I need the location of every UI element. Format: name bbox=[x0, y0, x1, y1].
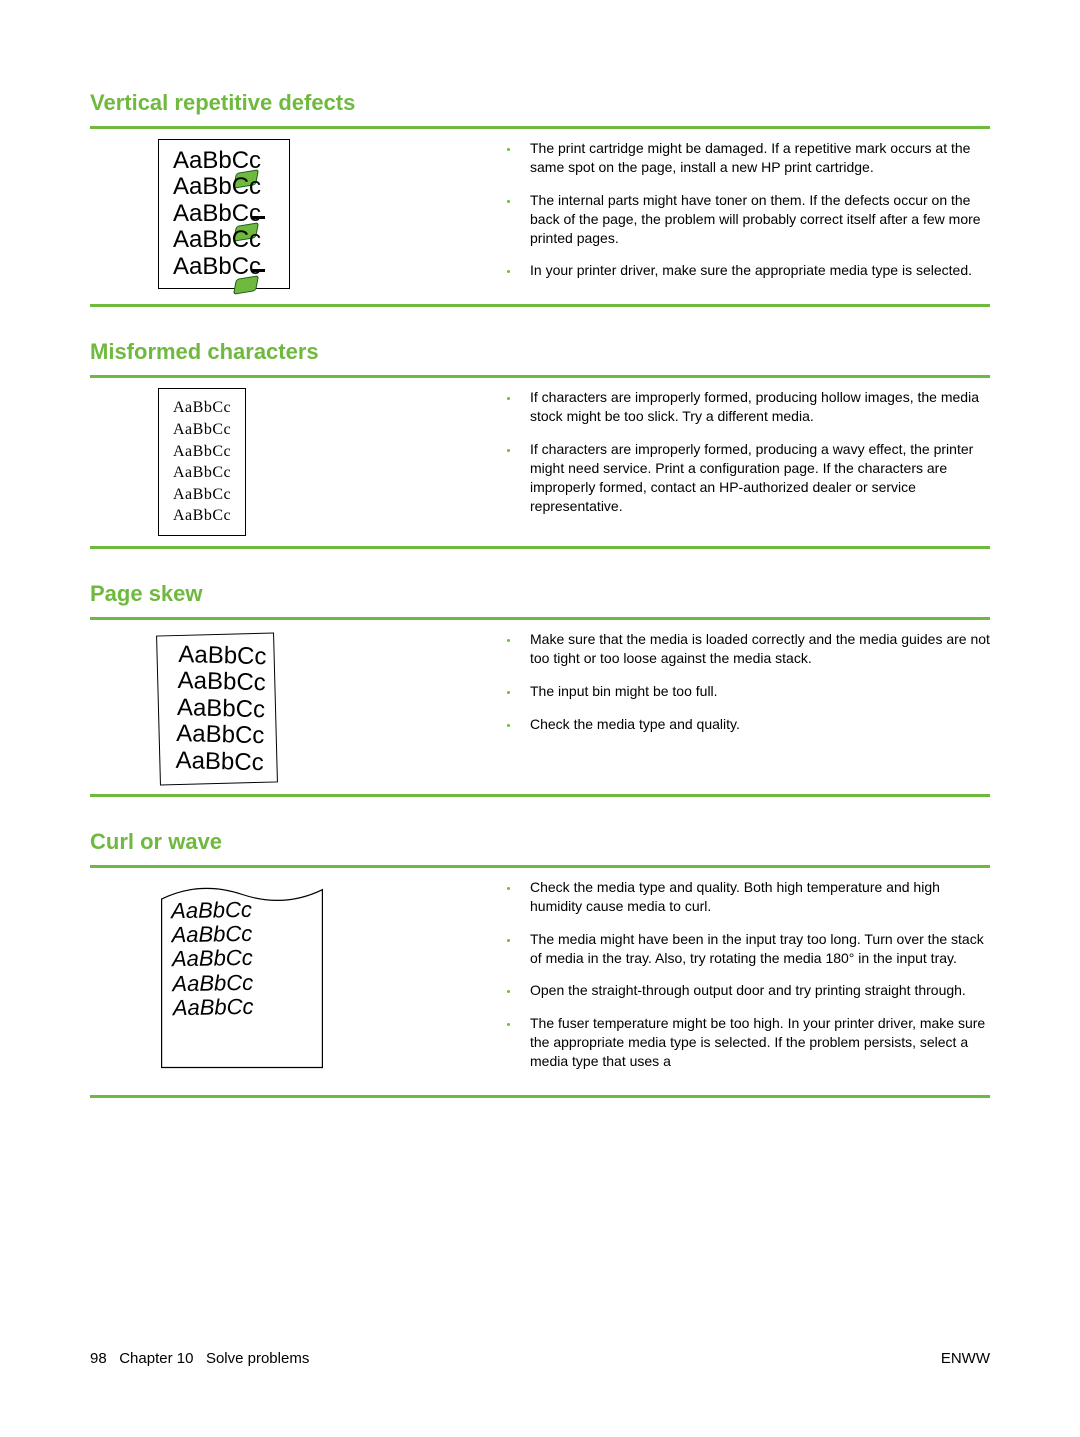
section-block: AaBbCc AaBbCc AaBbCc AaBbCc AaBbCc The p… bbox=[90, 129, 990, 304]
bullet-item: In your printer driver, make sure the ap… bbox=[520, 261, 990, 280]
bullet-item: If characters are improperly formed, pro… bbox=[520, 440, 990, 516]
section-block: AaBbCc AaBbCc AaBbCc AaBbCc AaBbCc Make … bbox=[90, 620, 990, 794]
page-footer: 98 Chapter 10 Solve problems ENWW bbox=[90, 1350, 990, 1367]
text-col: The print cartridge might be damaged. If… bbox=[470, 139, 990, 294]
footer-left: 98 Chapter 10 Solve problems bbox=[90, 1350, 309, 1367]
section-title: Page skew bbox=[90, 581, 990, 607]
footer-right: ENWW bbox=[941, 1350, 990, 1367]
document-page: Vertical repetitive defects AaBbCc AaBbC… bbox=[0, 0, 1080, 1437]
section-bottom-rule bbox=[90, 304, 990, 307]
sample-vertical-defect: AaBbCc AaBbCc AaBbCc AaBbCc AaBbCc bbox=[158, 139, 290, 289]
section-title: Curl or wave bbox=[90, 829, 990, 855]
section-bottom-rule bbox=[90, 1095, 990, 1098]
sample-misformed: AaBbCc AaBbCc AaBbCc AaBbCc AaBbCc AaBbC… bbox=[158, 388, 246, 536]
section-bottom-rule bbox=[90, 546, 990, 549]
section-block: AaBbCc AaBbCc AaBbCc AaBbCc AaBbCc AaBbC… bbox=[90, 378, 990, 546]
illustration-col: AaBbCc AaBbCc AaBbCc AaBbCc AaBbCc bbox=[90, 878, 470, 1085]
text-col: If characters are improperly formed, pro… bbox=[470, 388, 990, 536]
bullet-item: The input bin might be too full. bbox=[520, 682, 990, 701]
illustration-col: AaBbCc AaBbCc AaBbCc AaBbCc AaBbCc AaBbC… bbox=[90, 388, 470, 536]
bullet-item: The media might have been in the input t… bbox=[520, 930, 990, 968]
section-bottom-rule bbox=[90, 794, 990, 797]
section-title: Misformed characters bbox=[90, 339, 990, 365]
footer-chapter-title: Solve problems bbox=[206, 1350, 309, 1367]
bullet-item: Make sure that the media is loaded corre… bbox=[520, 630, 990, 668]
sample-page-skew: AaBbCc AaBbCc AaBbCc AaBbCc AaBbCc bbox=[156, 632, 278, 785]
page-number: 98 bbox=[90, 1350, 107, 1367]
bullet-item: If characters are improperly formed, pro… bbox=[520, 388, 990, 426]
illustration-col: AaBbCc AaBbCc AaBbCc AaBbCc AaBbCc bbox=[90, 630, 470, 784]
text-col: Check the media type and quality. Both h… bbox=[470, 878, 990, 1085]
section-title: Vertical repetitive defects bbox=[90, 90, 990, 116]
bullet-item: The internal parts might have toner on t… bbox=[520, 191, 990, 248]
bullet-item: The print cartridge might be damaged. If… bbox=[520, 139, 990, 177]
text-col: Make sure that the media is loaded corre… bbox=[470, 630, 990, 784]
bullet-item: The fuser temperature might be too high.… bbox=[520, 1014, 990, 1071]
footer-chapter: Chapter 10 bbox=[119, 1350, 193, 1367]
bullet-item: Check the media type and quality. bbox=[520, 715, 990, 734]
bullet-item: Open the straight-through output door an… bbox=[520, 981, 990, 1000]
bullet-item: Check the media type and quality. Both h… bbox=[520, 878, 990, 916]
illustration-col: AaBbCc AaBbCc AaBbCc AaBbCc AaBbCc bbox=[90, 139, 470, 294]
section-block: AaBbCc AaBbCc AaBbCc AaBbCc AaBbCc Check… bbox=[90, 868, 990, 1095]
sample-curl: AaBbCc AaBbCc AaBbCc AaBbCc AaBbCc bbox=[158, 878, 326, 1071]
